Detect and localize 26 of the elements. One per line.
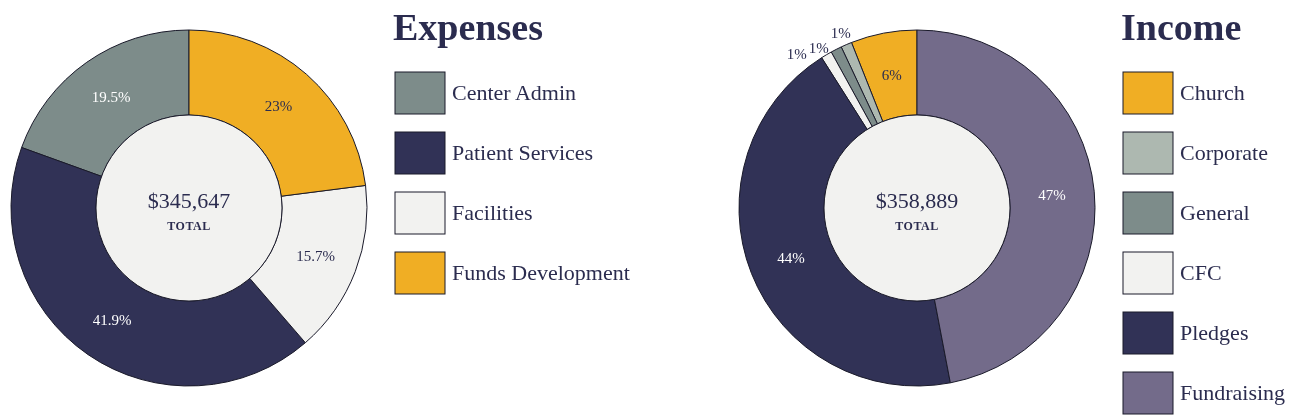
data-label: 1% [786,45,807,62]
data-label: 19.5% [91,89,131,106]
legend-label: Funds Development [452,260,630,285]
legend-label: Patient Services [452,140,594,165]
data-label: 41.9% [92,311,132,328]
legend-label: Fundraising [1180,380,1286,405]
legend-label: Pledges [1180,320,1249,345]
chart-title: Expenses [393,6,543,48]
text: TOTAL [895,219,939,233]
data-label: 47% [1038,187,1066,204]
data-label: 1% [830,24,851,41]
legend-label: Center Admin [452,80,577,105]
text: TOTAL [167,219,211,233]
data-label: 1% [808,39,829,56]
legend-label: Corporate [1180,140,1268,165]
chart-title: Income [1121,6,1242,48]
legend-label: General [1180,200,1250,225]
legend-label: Church [1180,80,1245,105]
text: $345,647 [147,188,231,213]
data-label: 44% [777,249,805,266]
data-label: 15.7% [296,248,335,265]
text: $358,889 [875,188,959,213]
legend-label: Facilities [452,200,533,225]
data-label: 23% [264,98,293,115]
data-label: 6% [881,66,902,83]
legend-label: CFC [1180,260,1222,285]
